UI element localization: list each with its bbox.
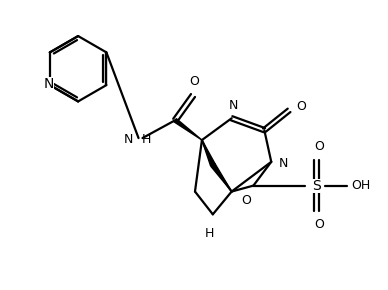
Text: N: N	[279, 157, 289, 170]
Text: N: N	[229, 99, 238, 112]
Text: O: O	[189, 75, 199, 88]
Text: O: O	[296, 100, 306, 113]
Text: S: S	[312, 179, 321, 193]
Text: H: H	[205, 227, 215, 240]
Text: N: N	[43, 77, 54, 91]
Text: O: O	[314, 218, 324, 231]
Text: O: O	[314, 140, 324, 153]
Polygon shape	[202, 140, 215, 166]
Text: OH: OH	[352, 179, 371, 192]
Text: O: O	[242, 193, 251, 206]
Text: N: N	[124, 133, 133, 146]
Text: H: H	[142, 133, 151, 146]
Polygon shape	[174, 119, 202, 140]
Polygon shape	[211, 163, 232, 192]
